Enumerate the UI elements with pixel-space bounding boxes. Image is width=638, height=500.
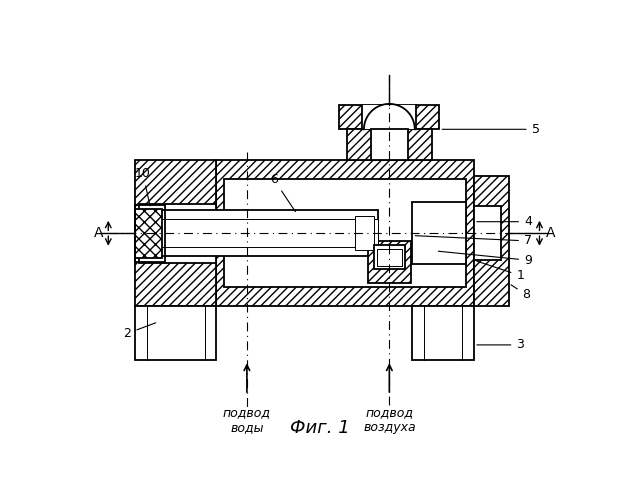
Text: 9: 9 [438, 251, 532, 266]
Bar [216, 160, 474, 306]
Bar [135, 306, 216, 360]
Bar [135, 160, 216, 306]
Text: А: А [94, 226, 103, 240]
Text: 7: 7 [415, 234, 532, 248]
Bar [374, 245, 404, 270]
Bar [362, 104, 416, 130]
Text: 1: 1 [477, 261, 524, 282]
Bar [412, 202, 466, 264]
Text: А: А [546, 226, 556, 240]
Text: 3: 3 [477, 338, 524, 351]
Bar [412, 306, 474, 360]
Bar [139, 204, 216, 262]
Bar [142, 210, 378, 256]
Text: 4: 4 [477, 215, 532, 228]
Bar [347, 130, 432, 160]
Text: 5: 5 [442, 123, 540, 136]
Bar [224, 180, 466, 287]
Bar [367, 241, 411, 284]
Bar [339, 104, 440, 130]
Bar [135, 208, 162, 258]
Text: 8: 8 [511, 285, 530, 302]
Text: 2: 2 [124, 323, 156, 340]
Text: подвод
воздуха: подвод воздуха [363, 406, 416, 434]
Bar [355, 216, 374, 250]
Text: 6: 6 [270, 173, 295, 212]
Bar [474, 176, 508, 306]
Text: подвод
воды: подвод воды [223, 406, 271, 434]
Text: Фиг. 1: Фиг. 1 [290, 420, 350, 438]
Bar [135, 205, 165, 262]
Bar [377, 248, 402, 266]
Text: 10: 10 [135, 168, 151, 206]
Bar [147, 220, 378, 247]
Bar [371, 130, 408, 160]
Bar [474, 206, 501, 260]
